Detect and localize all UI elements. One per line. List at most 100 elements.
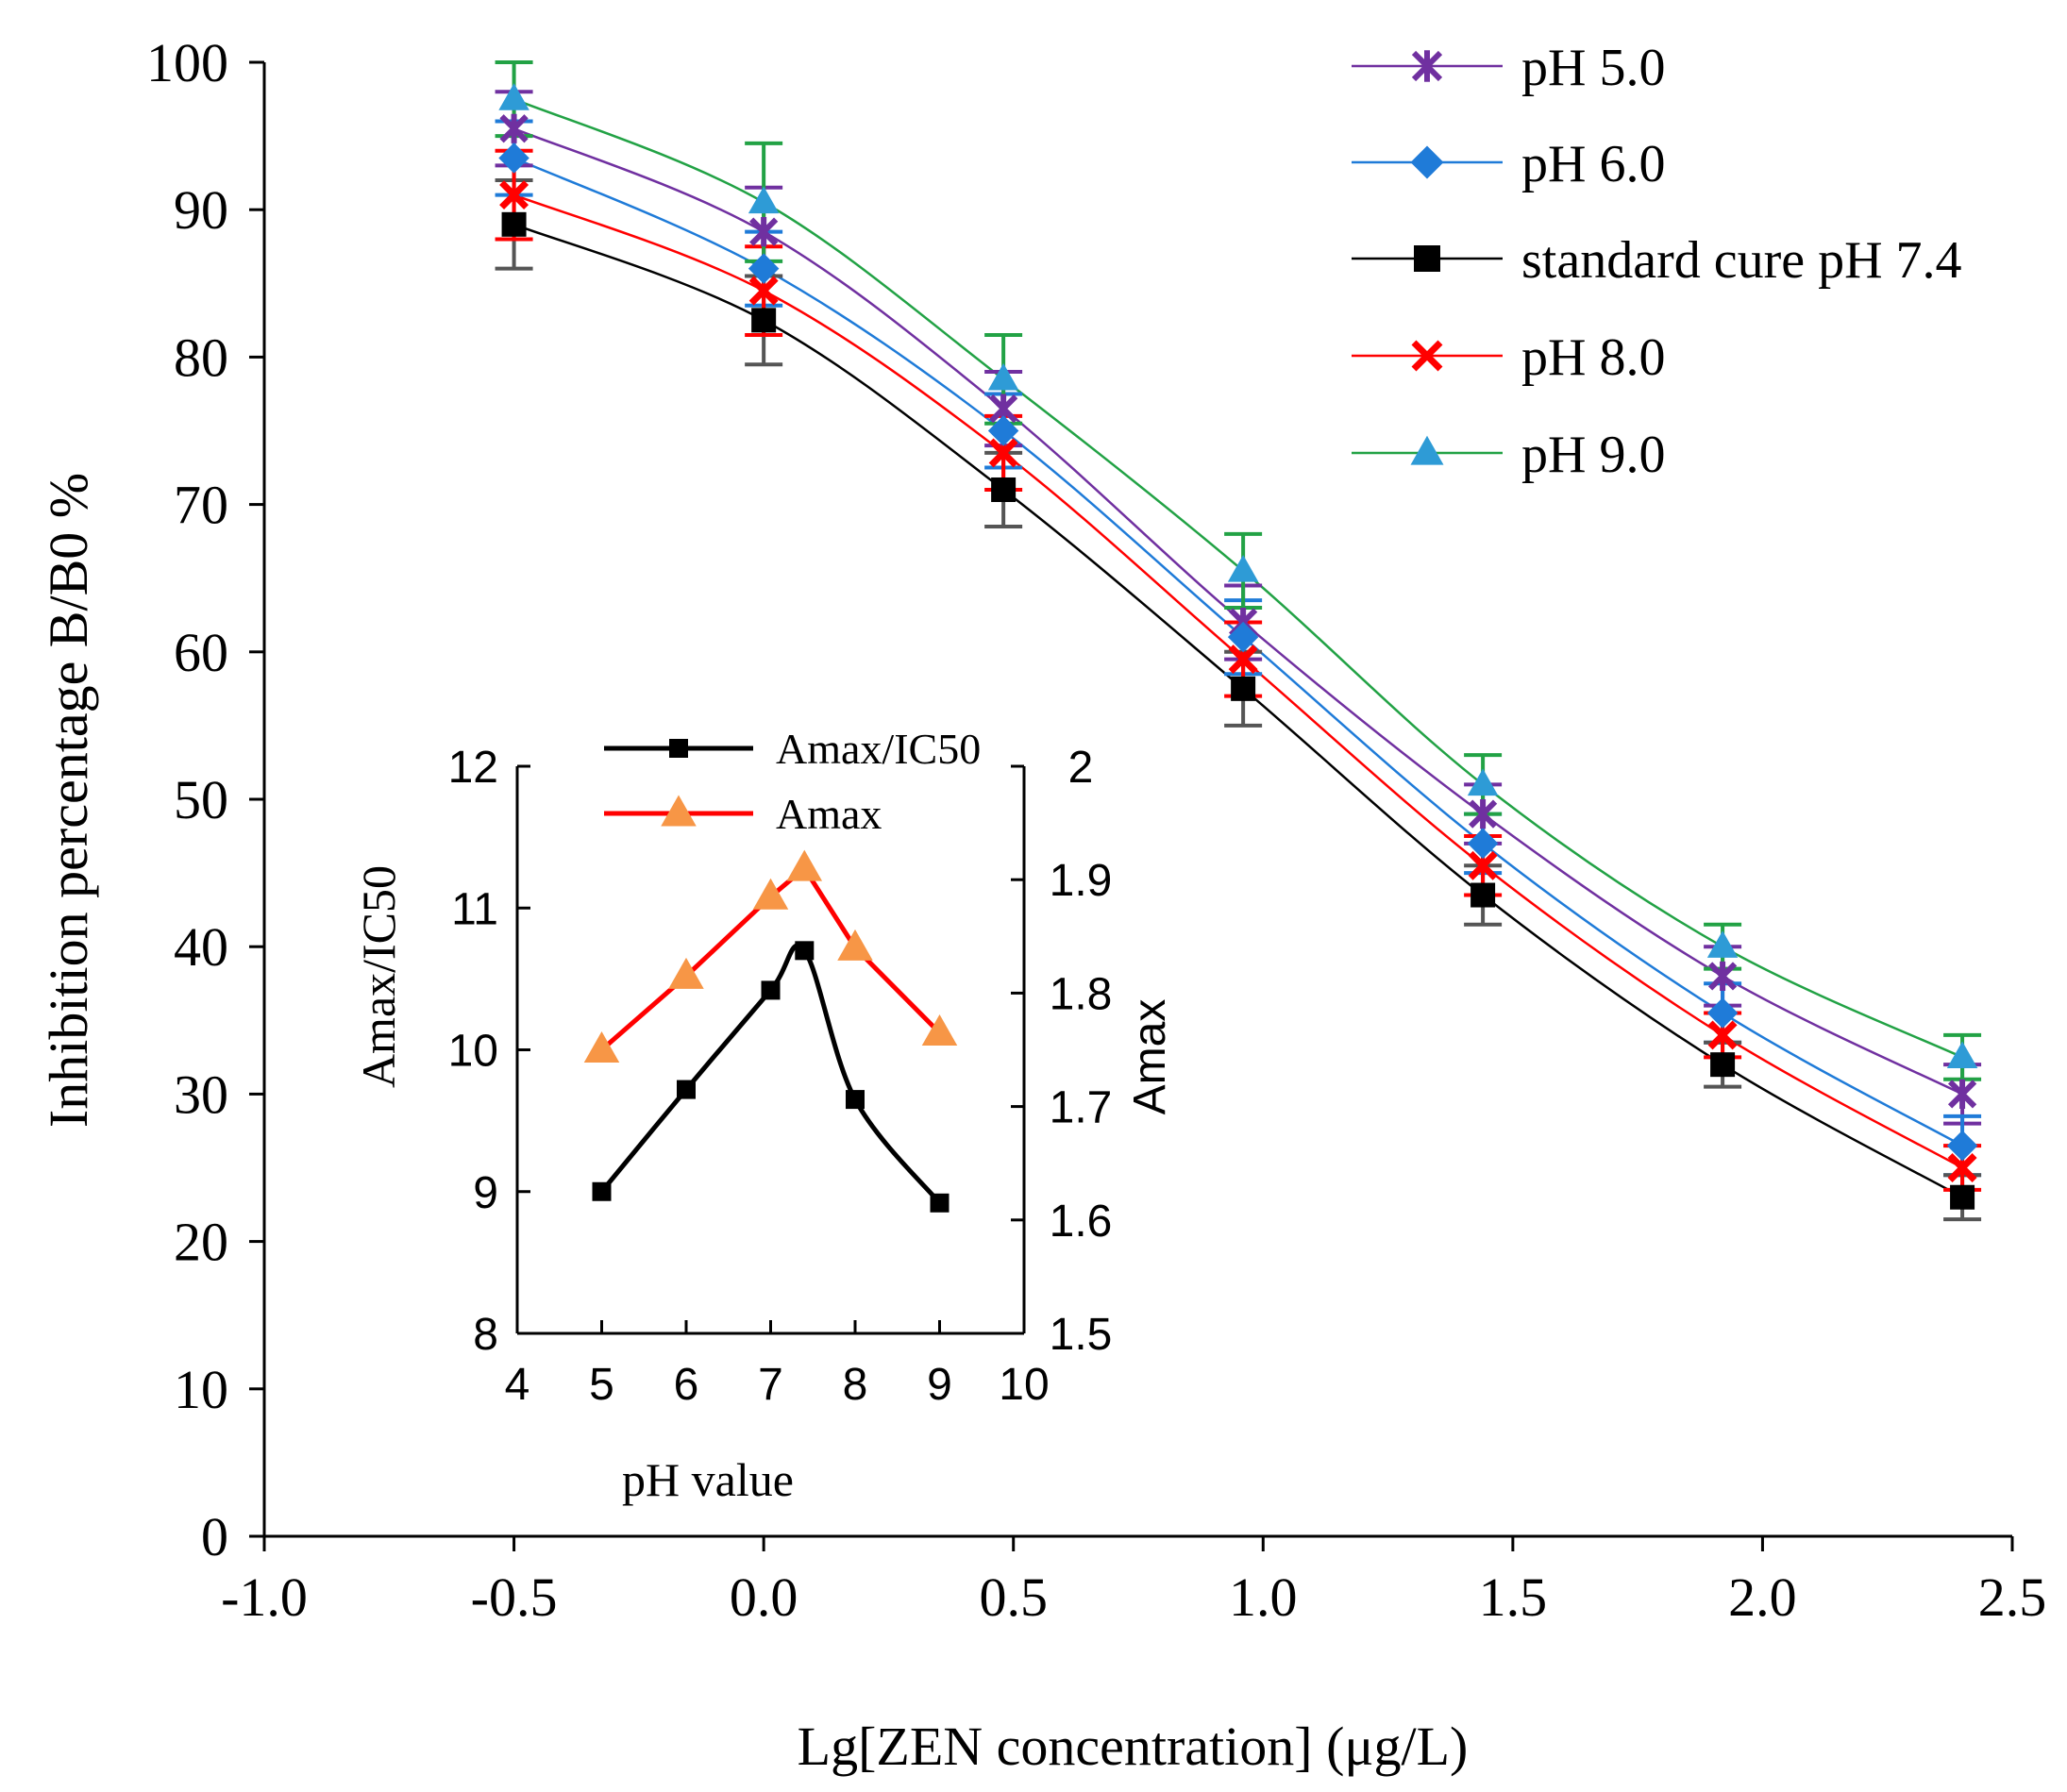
inset-data-point	[677, 1080, 696, 1099]
data-point	[498, 83, 529, 110]
data-point	[1706, 997, 1739, 1029]
data-point	[987, 362, 1019, 391]
y-axis-title: Inhibition percentage B/B0 %	[38, 473, 99, 1128]
data-point	[1710, 1052, 1736, 1078]
inset-y2-tick-label: 1.7	[1050, 1083, 1113, 1133]
inset-legend-marker	[661, 795, 697, 827]
y-tick-label: 20	[174, 1212, 228, 1273]
legend-marker	[1414, 245, 1440, 272]
inset-y-tick-label: 9	[473, 1168, 498, 1218]
legend-marker	[1411, 50, 1443, 82]
data-point	[1231, 676, 1256, 701]
data-point	[748, 253, 780, 284]
data-point	[499, 113, 529, 143]
inset-y-tick-label: 8	[473, 1310, 498, 1360]
data-point	[1706, 930, 1739, 958]
legend-label: pH 5.0	[1521, 39, 1665, 97]
data-point	[1227, 621, 1259, 653]
data-point	[1468, 850, 1498, 880]
data-point	[988, 438, 1018, 468]
y-tick-label: 50	[174, 769, 228, 830]
data-point	[1950, 1184, 1975, 1210]
inset-y-tick-label: 10	[448, 1027, 498, 1077]
inset-y2-axis-title: Amax	[1125, 999, 1175, 1115]
y-tick-label: 90	[174, 179, 228, 241]
inset-y2-tick-label: 1.5	[1050, 1310, 1113, 1360]
y-tick-label: 10	[174, 1359, 228, 1420]
inset-y2-tick-label: 1.8	[1050, 969, 1113, 1019]
x-tick-label: 1.0	[1229, 1566, 1298, 1628]
y-tick-label: 30	[174, 1063, 228, 1125]
x-tick-label: 1.5	[1479, 1566, 1548, 1628]
legend-label: pH 8.0	[1521, 328, 1665, 387]
inset-legend-label: Amax	[776, 790, 882, 838]
legend-marker	[1410, 145, 1444, 179]
data-point	[1467, 768, 1499, 796]
inset-data-point	[592, 1181, 612, 1201]
data-point	[1946, 1130, 1978, 1162]
legend-label: standard cure pH 7.4	[1521, 231, 1962, 290]
inset-data-point	[583, 1031, 620, 1063]
x-tick-label: 0.0	[730, 1566, 798, 1628]
data-point	[1468, 799, 1498, 829]
x-tick-label: -1.0	[221, 1566, 308, 1628]
y-tick-label: 80	[174, 327, 228, 388]
inset-x-tick-label: 9	[927, 1360, 952, 1410]
inset-x-tick-label: 10	[999, 1360, 1049, 1410]
inset-y2-tick-label: 1.6	[1050, 1197, 1113, 1247]
inset-data-point	[921, 1013, 958, 1046]
inset-legend-label: Amax/IC50	[776, 725, 981, 773]
data-point	[749, 217, 779, 247]
data-point	[498, 142, 529, 174]
data-point	[748, 276, 779, 306]
data-point	[1707, 1020, 1738, 1050]
inset-y-tick-label: 11	[451, 884, 498, 934]
inset-series-line-0	[599, 943, 942, 1205]
x-tick-label: 0.5	[979, 1566, 1048, 1628]
inset-y-tick-label: 12	[448, 743, 498, 793]
inset-data-point	[668, 957, 704, 989]
inset-data-point	[795, 941, 815, 961]
data-point	[751, 308, 777, 333]
inset-data-point	[846, 1090, 865, 1110]
inset-data-point	[761, 980, 781, 1000]
data-point	[987, 415, 1019, 446]
data-point	[1707, 961, 1738, 992]
inset-x-axis-title: pH value	[622, 1453, 794, 1506]
y-tick-label: 60	[174, 622, 228, 683]
main-legend: pH 5.0 pH 6.0 standard cure pH 7.4 pH 8.0 pH…	[1352, 39, 1962, 484]
inset-x-tick-label: 6	[674, 1360, 699, 1410]
y-tick-label: 100	[146, 32, 228, 93]
inset-x-tick-label: 5	[589, 1360, 614, 1410]
x-tick-label: -0.5	[471, 1566, 558, 1628]
inset-legend-marker	[669, 739, 688, 758]
data-point	[501, 211, 527, 237]
data-point	[1947, 1079, 1977, 1109]
data-point	[1470, 882, 1496, 908]
y-tick-label: 0	[201, 1506, 228, 1567]
inset-data-point	[837, 929, 873, 961]
y-tick-label: 40	[174, 916, 228, 978]
data-point	[1227, 554, 1259, 582]
main-series-markers	[498, 83, 1978, 1210]
inset-x-tick-label: 4	[505, 1360, 530, 1410]
legend-marker	[1410, 435, 1444, 465]
inset-y2-tick-label: 2	[1068, 743, 1094, 793]
main-axes: 0 10 20 30 40 50 60 70 80 90 100 -1.0 -0.5 0.0 0.5 1.0 1…	[146, 32, 2046, 1628]
inset-data-point	[786, 849, 823, 881]
x-axis-title: Lg[ZEN concentration] (μg/L)	[798, 1716, 1469, 1777]
inset-chart: 8 9 10 11 12 1.5 1.6 1.7 1.8 1.9 2 4 5 6 7 8 9 10 Amax/IC5…	[448, 725, 1113, 1410]
data-point	[991, 477, 1017, 502]
data-point	[1228, 645, 1258, 675]
inset-x-tick-label: 7	[758, 1360, 783, 1410]
legend-label: pH 9.0	[1521, 426, 1665, 484]
inset-data-point	[930, 1193, 949, 1213]
data-point	[748, 186, 780, 214]
inset-x-tick-label: 8	[843, 1360, 868, 1410]
data-point	[1467, 828, 1499, 860]
data-point	[499, 180, 529, 210]
inset-y-axis-title: Amax/IC50	[352, 865, 405, 1088]
inset-y2-tick-label: 1.9	[1050, 856, 1113, 906]
